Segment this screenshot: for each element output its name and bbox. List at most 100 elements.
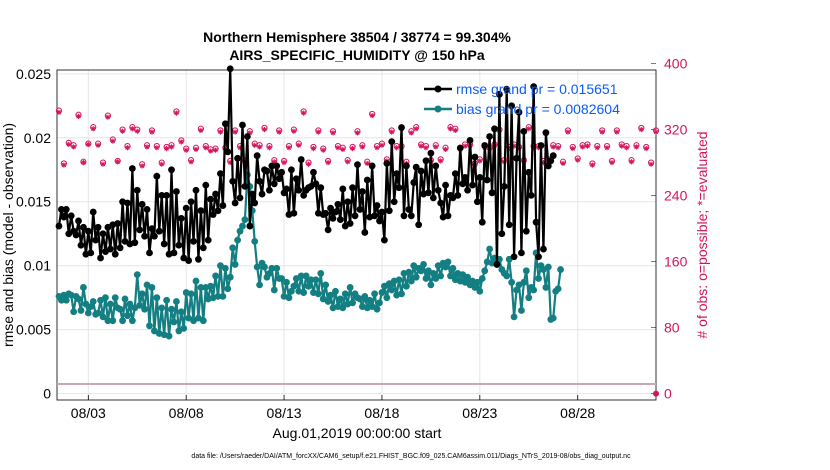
obs-evaluated-marker [628,159,635,165]
bias-point [395,276,403,284]
rmse-point [540,245,547,253]
bias-point [106,300,114,308]
rmse-point [383,159,391,167]
rmse-point [398,124,405,131]
obs-evaluated-marker [633,144,640,150]
bias-point [111,294,119,302]
bias-point [146,322,153,330]
y2-axis-label: # of obs: o=possible; *=evaluated [694,131,710,338]
rmse-point [297,156,305,163]
obs-evaluated-marker [599,129,605,135]
rmse-point [356,206,364,213]
rmse-point [195,255,202,263]
rmse-point [515,108,523,116]
obs-evaluated-marker [305,161,312,167]
obs-evaluated-marker [75,113,82,120]
rmse-point [158,191,166,199]
rmse-point [549,152,557,160]
bias-point [288,287,295,295]
bias-point [378,289,386,296]
rmse-point [361,229,369,236]
rmse-point [344,198,352,206]
rmse-point [380,236,388,244]
obs-evaluated-marker [291,128,297,134]
bias-point [192,277,200,285]
obs-evaluated-marker [584,143,591,149]
rmse-point [513,154,520,162]
rmse-point [425,189,432,197]
obs-evaluated-marker [208,148,214,154]
obs-evaluated-marker [408,130,414,136]
rmse-point [378,208,386,216]
bias-point [449,264,457,272]
bias-point [168,305,175,313]
x-axis-label: Aug.01,2019 00:00:00 start [273,425,442,441]
rmse-point [403,162,410,170]
rmse-point [547,157,555,165]
rmse-point [471,153,479,161]
rmse-point [239,121,246,129]
obs-evaluated-marker [653,129,659,135]
y-tick-label: 0.01 [24,258,51,274]
rmse-point [168,166,175,174]
rmse-point [273,162,281,170]
bias-point [268,264,276,272]
obs-evaluated-marker [90,126,96,132]
rmse-point [251,199,259,207]
rmse-point [288,166,295,174]
rmse-point [491,125,498,133]
rmse-point [146,249,153,257]
bias-point [148,284,156,291]
x-tick-labels: 08/03 08/08 08/13 08/18 08/23 08/28 [71,405,596,421]
bias-point [339,304,347,312]
rmse-point [456,144,464,152]
rmse-point [87,249,95,257]
rmse-point [295,186,303,194]
rmse-point [410,179,418,186]
obs-evaluated-marker [624,145,630,151]
rmse-point [442,181,449,189]
rmse-point [390,198,398,206]
bias-point [283,278,290,286]
rmse-point [175,241,183,249]
rmse-point [400,212,408,220]
bias-point [251,237,259,245]
bias-point [256,281,264,289]
obs-evaluated-marker [394,145,400,151]
bias-point [121,295,129,303]
obs-evaluated-marker [369,112,375,119]
rmse-point [89,208,97,216]
rmse-point [371,212,379,220]
bias-point [388,286,396,294]
rmse-point [224,148,232,156]
rmse-point [263,167,271,175]
bias-point [141,305,148,313]
rmse-point [143,206,151,213]
y-tick-label: 0.025 [16,66,51,82]
obs-evaluated-marker [100,161,106,167]
rmse-point [258,190,266,198]
obs-evaluated-marker [232,129,238,135]
rmse-point [451,170,459,178]
obs-evaluated-marker [212,147,219,153]
bias-point [173,298,180,305]
bias-point [464,273,471,281]
rmse-point [55,222,63,230]
obs-evaluated-marker [325,160,331,166]
bias-point [429,269,437,277]
bias-point [518,307,525,314]
bias-point [80,284,87,291]
bias-point [412,273,420,281]
rmse-point [187,198,195,206]
obs-evaluated-marker [95,142,101,148]
obs-evaluated-marker [447,126,454,132]
rmse-point [192,186,200,194]
bias-point [349,299,356,307]
rmse-point [124,199,131,207]
obs-evaluated-marker [433,144,439,150]
rmse-point [217,170,224,178]
rmse-point [354,161,361,169]
rmse-point [481,142,489,149]
bias-point [62,296,70,304]
